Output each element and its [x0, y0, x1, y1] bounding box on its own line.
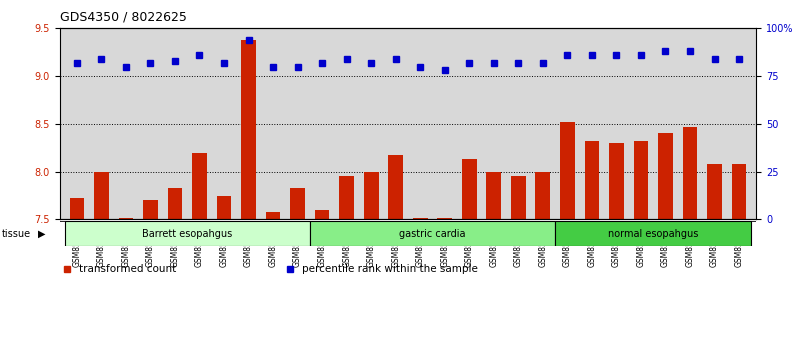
Bar	[437, 218, 452, 354]
Bar	[536, 172, 550, 354]
Bar	[64, 221, 310, 246]
Bar	[314, 210, 330, 354]
Bar	[511, 177, 525, 354]
Text: tissue: tissue	[2, 229, 31, 239]
Bar	[291, 188, 305, 354]
Text: normal esopahgus: normal esopahgus	[608, 229, 698, 239]
Bar	[413, 218, 427, 354]
Bar	[634, 141, 648, 354]
Bar	[584, 141, 599, 354]
Bar	[310, 221, 555, 246]
Text: ▶: ▶	[38, 229, 45, 239]
Bar	[94, 172, 109, 354]
Text: percentile rank within the sample: percentile rank within the sample	[302, 264, 478, 274]
Text: transformed count: transformed count	[80, 264, 177, 274]
Bar	[560, 122, 575, 354]
Bar	[486, 172, 501, 354]
Bar	[192, 153, 207, 354]
Bar	[658, 133, 673, 354]
Bar	[683, 127, 697, 354]
Bar	[119, 218, 133, 354]
Text: GDS4350 / 8022625: GDS4350 / 8022625	[60, 11, 186, 24]
Bar	[707, 164, 722, 354]
Bar	[609, 143, 624, 354]
Bar	[69, 199, 84, 354]
Bar	[266, 212, 280, 354]
Bar	[217, 196, 232, 354]
Text: Barrett esopahgus: Barrett esopahgus	[142, 229, 232, 239]
Bar	[364, 172, 379, 354]
Bar	[241, 40, 256, 354]
Bar	[143, 200, 158, 354]
Bar	[462, 159, 477, 354]
Bar	[168, 188, 182, 354]
Bar	[555, 221, 751, 246]
Bar	[732, 164, 747, 354]
Bar	[339, 177, 354, 354]
Bar	[388, 155, 403, 354]
Text: gastric cardia: gastric cardia	[400, 229, 466, 239]
